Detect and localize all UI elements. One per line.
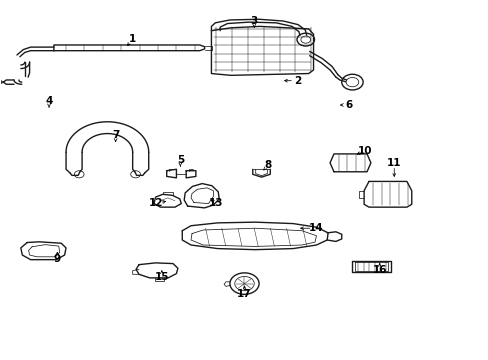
Text: 11: 11 xyxy=(386,158,401,168)
Text: 12: 12 xyxy=(148,198,163,208)
Text: 14: 14 xyxy=(308,223,323,233)
Text: 6: 6 xyxy=(345,100,352,110)
Text: 3: 3 xyxy=(250,16,257,26)
Text: 1: 1 xyxy=(129,34,136,44)
Text: 2: 2 xyxy=(294,76,301,86)
Text: 7: 7 xyxy=(112,130,119,140)
Text: 13: 13 xyxy=(209,198,223,208)
Text: 9: 9 xyxy=(54,254,61,264)
Text: 16: 16 xyxy=(372,265,386,275)
Text: 4: 4 xyxy=(45,96,53,107)
Text: 15: 15 xyxy=(154,272,169,282)
Text: 17: 17 xyxy=(237,289,251,298)
Text: 5: 5 xyxy=(176,156,183,165)
Text: 10: 10 xyxy=(357,146,371,156)
Text: 8: 8 xyxy=(264,160,271,170)
